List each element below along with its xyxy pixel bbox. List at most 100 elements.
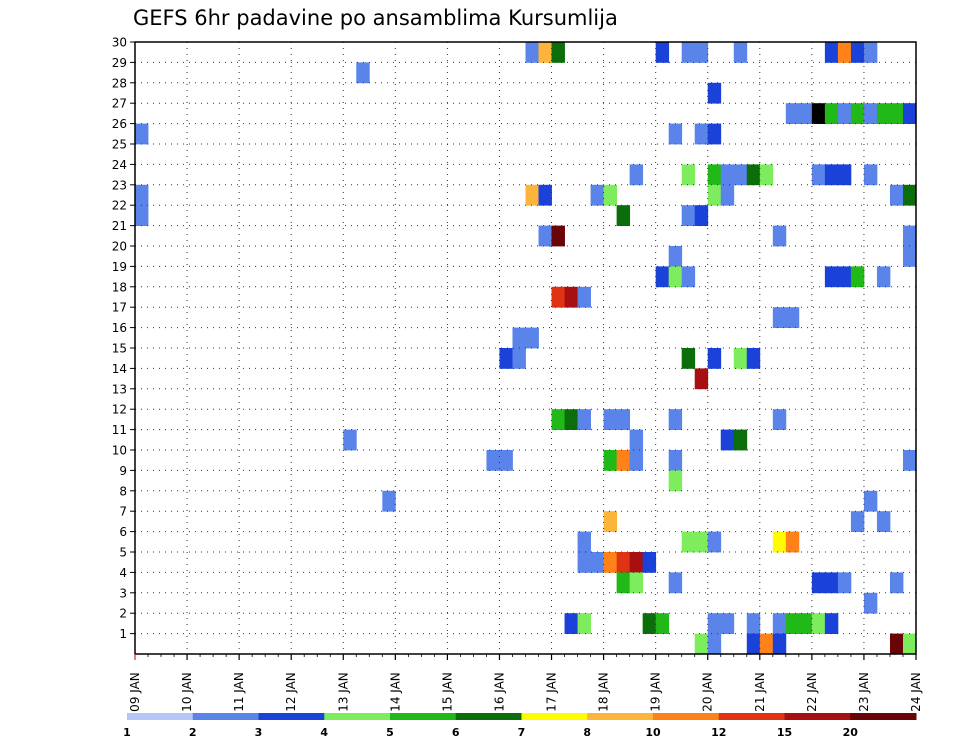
x-tick-label: 23 JAN <box>857 672 871 712</box>
heatmap-cell <box>642 613 657 634</box>
y-tick-label: 18 <box>112 280 127 294</box>
heatmap-cell <box>837 266 852 288</box>
y-tick-label: 26 <box>112 117 127 131</box>
x-tick-label: 17 JAN <box>545 672 559 712</box>
x-tick-label: 22 JAN <box>805 672 819 712</box>
x-tick-label: 14 JAN <box>388 672 402 712</box>
heatmap-cell <box>577 552 591 573</box>
heatmap-cell <box>616 572 631 594</box>
heatmap-cell <box>707 164 722 186</box>
heatmap-cell <box>798 103 813 124</box>
y-tick-label: 19 <box>112 260 127 274</box>
heatmap-cell <box>733 429 748 451</box>
heatmap-cell <box>642 552 657 573</box>
y-tick-label: 20 <box>112 240 127 254</box>
colorbar-swatch <box>718 713 785 720</box>
colorbar-label: 7 <box>518 726 526 739</box>
heatmap-cell <box>889 572 904 594</box>
heatmap-cell <box>681 164 696 186</box>
heatmap-cell <box>681 531 696 553</box>
colorbar-label: 3 <box>255 726 263 739</box>
heatmap-cell <box>876 103 891 124</box>
heatmap-cell <box>694 633 709 655</box>
heatmap-cell <box>668 409 683 430</box>
heatmap-cell <box>694 205 709 226</box>
heatmap-cell <box>694 368 709 390</box>
colorbar-label: 8 <box>583 726 591 739</box>
heatmap-cell <box>343 429 357 451</box>
heatmap-cell <box>525 42 539 63</box>
heatmap-cell <box>837 572 852 594</box>
heatmap-cell <box>616 409 631 430</box>
y-tick-label: 21 <box>112 219 127 233</box>
y-tick-label: 7 <box>119 505 127 519</box>
heatmap-cell <box>720 184 735 206</box>
y-tick-label: 14 <box>112 362 127 376</box>
heatmap-cell <box>629 572 644 594</box>
heatmap-cell <box>902 246 917 267</box>
heatmap-cell <box>902 103 917 124</box>
x-axis: 09 JAN 10 JAN 11 JAN 12 JAN 13 JAN 14 JAN 15 J… <box>128 654 923 712</box>
heatmap-cell <box>135 205 149 226</box>
heatmap-cell <box>694 42 709 63</box>
heatmap-cell <box>707 531 722 553</box>
y-tick-label: 16 <box>112 321 127 335</box>
heatmap-cell <box>837 103 852 124</box>
x-tick-label: 09 JAN <box>128 672 142 712</box>
heatmap-cell <box>681 266 696 288</box>
heatmap-cell <box>863 42 878 63</box>
heatmap-cell <box>720 429 735 451</box>
colorbar-label: 5 <box>386 726 394 739</box>
x-tick-label: 24 JAN <box>909 672 923 712</box>
heatmap-cell <box>382 490 396 512</box>
colorbar-label: 20 <box>843 726 859 739</box>
heatmap-cell <box>824 613 839 634</box>
colorbar-label: 2 <box>189 726 197 739</box>
heatmap-cell <box>772 531 787 553</box>
heatmap-cell <box>135 184 149 206</box>
heatmap-cell <box>603 552 618 573</box>
colorbar: 1 2 3 4 5 6 7 8 10 12 15 20 <box>123 713 917 739</box>
heatmap-cell <box>590 552 604 573</box>
heatmap-cell <box>863 164 878 186</box>
heatmap-cell <box>837 42 852 63</box>
y-tick-label: 22 <box>112 199 127 213</box>
x-tick-label: 18 JAN <box>597 672 611 712</box>
heatmap-cell <box>668 470 683 492</box>
heatmap-cell <box>811 572 826 594</box>
x-tick-label: 19 JAN <box>649 672 663 712</box>
heatmap-cell <box>525 327 539 349</box>
heatmap-cell <box>525 184 539 206</box>
heatmap-cell <box>811 103 826 124</box>
heatmap-cell <box>668 123 683 145</box>
heatmap-cell <box>746 633 761 655</box>
colorbar-swatch <box>192 713 259 720</box>
heatmap-cell <box>746 613 761 634</box>
colorbar-label: 4 <box>320 726 328 739</box>
heatmap-cell <box>707 633 722 655</box>
heatmap-cell <box>629 429 644 451</box>
x-tick-label: 16 JAN <box>492 672 506 712</box>
heatmap-cell <box>733 42 748 63</box>
y-tick-label: 4 <box>119 566 127 580</box>
heatmap-cell <box>772 307 787 328</box>
y-tick-label: 12 <box>112 403 127 417</box>
heatmap-cell <box>720 164 735 186</box>
heatmap-cell <box>824 266 839 288</box>
heatmap-cell <box>577 286 591 308</box>
heatmap-cell <box>707 613 722 634</box>
heatmap-cell <box>681 205 696 226</box>
x-tick-label: 12 JAN <box>284 672 298 712</box>
heatmap-cell <box>694 531 709 553</box>
y-tick-label: 17 <box>112 301 127 315</box>
heatmap-cell <box>811 164 826 186</box>
heatmap-cell <box>889 184 904 206</box>
colorbar-swatch <box>521 713 588 720</box>
y-tick-label: 11 <box>112 423 127 437</box>
heatmap-cell <box>538 225 552 247</box>
heatmap-cell <box>863 103 878 124</box>
heatmap-cell <box>577 409 591 430</box>
heatmap-cell <box>538 42 552 63</box>
heatmap-cell <box>564 409 578 430</box>
